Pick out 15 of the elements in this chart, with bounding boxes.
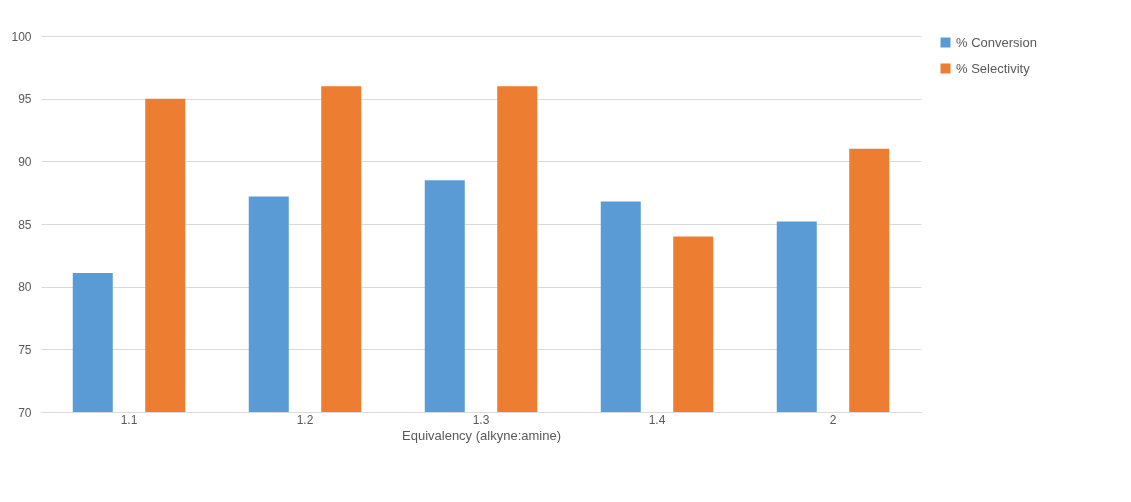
legend-label: % Selectivity <box>956 60 1031 76</box>
y-tick-label: 80 <box>18 280 32 295</box>
x-tick-label: 1.3 <box>472 412 490 427</box>
x-tick-label: 1.1 <box>120 412 138 427</box>
legend-label: % Conversion <box>956 34 1037 50</box>
x-axis-title: Equivalency (alkyne:amine) <box>402 427 561 443</box>
y-tick-label: 75 <box>18 342 32 357</box>
y-tick-label: 85 <box>18 217 32 232</box>
y-tick-label: 90 <box>18 154 32 169</box>
x-tick-label: 1.2 <box>296 412 314 427</box>
y-tick-label: 100 <box>11 29 32 44</box>
x-tick-label: 1.4 <box>648 412 666 427</box>
y-tick-label: 95 <box>18 92 32 107</box>
x-tick-label: 2 <box>829 412 837 427</box>
y-tick-label: 70 <box>18 405 32 420</box>
